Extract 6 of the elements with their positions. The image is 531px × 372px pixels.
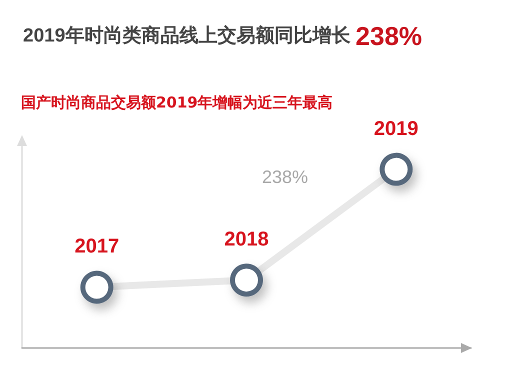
x-tick-label: 2019 [374,118,418,140]
annotation: 238% [262,167,308,187]
chart-title: 2019年时尚类商品线上交易额同比增长 238% [23,21,422,51]
chart-subtitle: 国产时尚商品交易额2019年增幅为近三年最高 [21,94,333,112]
x-tick-label: 2018 [224,228,269,251]
x-tick-label: 2017 [74,236,120,258]
